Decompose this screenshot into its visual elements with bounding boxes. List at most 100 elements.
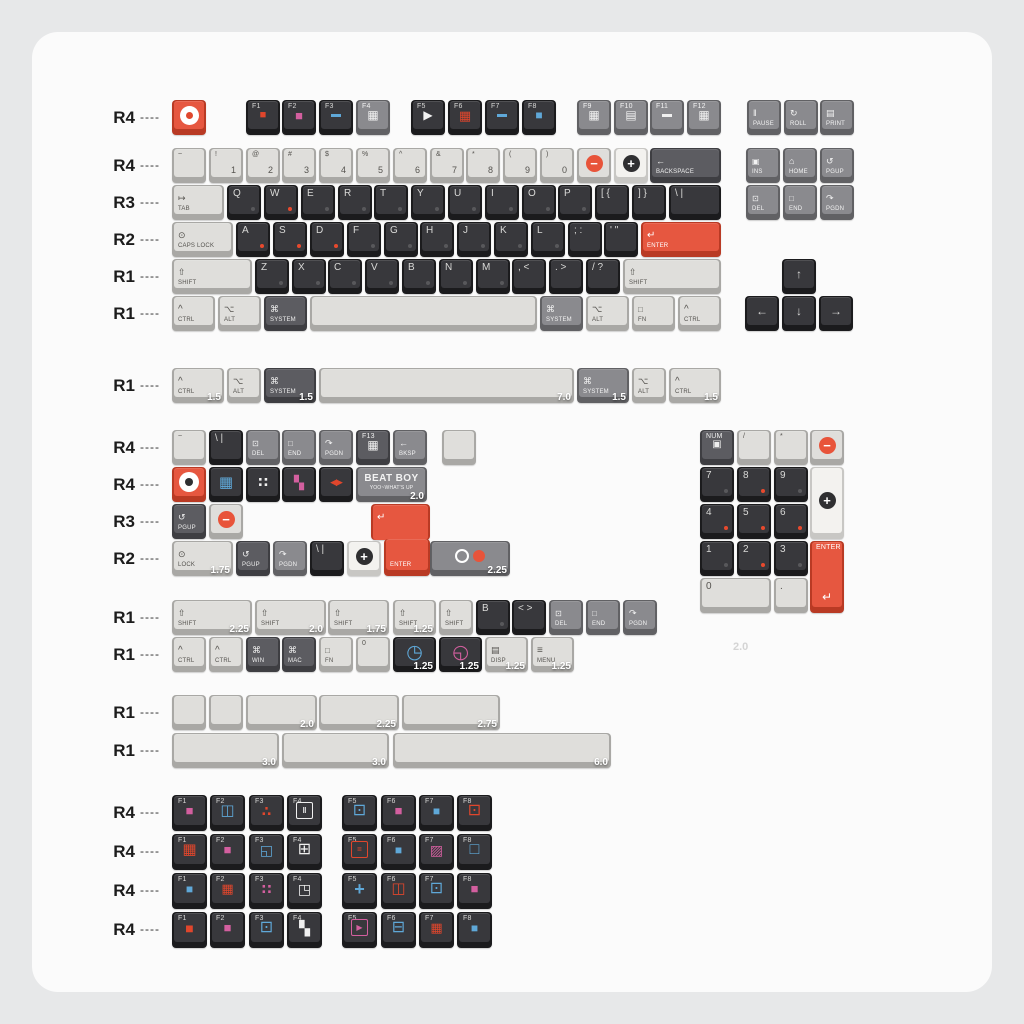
keycap-top: /: [739, 431, 769, 459]
key-print: ▤ PRINT: [820, 100, 854, 135]
nv-eq-red-icon: =: [344, 835, 375, 864]
keycap-top: 4: [702, 505, 732, 533]
circle-badge: +: [622, 154, 640, 172]
keycap-top: ↷ PGDN: [625, 601, 655, 629]
key-5: % 5: [356, 148, 390, 183]
size-tag: 1.75: [366, 624, 386, 635]
key-f13: F13 ▦: [356, 430, 390, 465]
keycap-top: ↑: [784, 260, 814, 288]
key-space-7: 7.0: [319, 368, 574, 403]
key-legend: SYSTEM: [270, 317, 296, 323]
keycap-top: ▦: [211, 468, 241, 496]
key-np-plus: +: [810, 467, 844, 539]
key-legend: F: [353, 225, 360, 236]
left-glyph: ←: [756, 304, 768, 318]
key-q: Q: [227, 185, 261, 220]
key-legend: ROLL: [790, 121, 807, 127]
keycap-top: □ END: [785, 186, 815, 214]
key-np-slash: /: [737, 430, 771, 465]
key-f5: F5 ▶: [411, 100, 445, 135]
shift-ic-icon: ⇧: [178, 262, 186, 280]
key-d: D: [310, 222, 344, 257]
keycap-top: K: [496, 223, 526, 251]
knob-pink-glyph: ◵: [452, 641, 469, 663]
key-legend: HOME: [789, 169, 808, 175]
keycap-top: D: [312, 223, 342, 251]
sys-ic-glyph: ⌘: [583, 376, 592, 386]
knob-blue-glyph: ◷: [406, 641, 423, 663]
key-legend: CTRL: [178, 389, 195, 395]
keycap-top: ⊡ DEL: [551, 601, 581, 629]
keycap-top: X: [294, 260, 324, 288]
dash-white-icon: ▬: [652, 101, 682, 129]
key-np-star: *: [774, 430, 808, 465]
shift-ic-glyph: ⇧: [178, 608, 186, 618]
keycap-top: S: [275, 223, 305, 251]
keycap-top: Z: [257, 260, 287, 288]
key-backslash-2: \ |: [209, 430, 243, 465]
key-beat-boy: BEAT BOY YOO~WHAT'S UP 2.0: [356, 467, 427, 502]
key-legend: K: [500, 225, 507, 236]
key-legend: 9: [780, 470, 786, 481]
pgup-icon: ↺: [826, 151, 834, 169]
key-space-60: 6.0: [393, 733, 611, 768]
grid-red-glyph: ▦: [430, 920, 443, 935]
num-ic-icon: ▣: [702, 431, 732, 459]
key-legend: @: [252, 151, 260, 158]
keycap-top: ⊙ LOCK: [174, 542, 231, 570]
row-label-dashes: ----: [140, 158, 160, 172]
key-ctrl-15-l: ^ CTRL 1.5: [172, 368, 224, 403]
nv-gridbox-white-glyph: ⊞: [297, 840, 312, 858]
dash-blue-glyph: ▬: [331, 109, 341, 120]
keycap-top: F3 ∷: [251, 874, 282, 903]
key-f9: F9 ▦: [577, 100, 611, 135]
keycap-top: F7 ▨: [421, 835, 452, 864]
row-label-text: R1: [113, 267, 136, 286]
ctrl-ic-icon: ^: [684, 299, 689, 317]
key-w: W: [264, 185, 298, 220]
keycap-top: ∷: [248, 468, 278, 496]
nv-checker-red-icon: ▦: [174, 835, 205, 864]
row-label-dashes: ----: [140, 440, 160, 454]
sq-blue-glyph: ■: [394, 842, 403, 857]
badge-minus-icon: −: [211, 505, 241, 533]
key-semicolon: ; :: [568, 222, 602, 257]
key-fn-2: □ FN: [319, 637, 353, 672]
keycap-top: B: [478, 601, 508, 629]
nv-barbox-red-glyph: ◫: [391, 880, 406, 897]
keycap-top: ↺ PGUP: [174, 505, 204, 533]
del-ic-icon: ⊡: [252, 433, 259, 451]
blob-pink-glyph: ■: [223, 920, 232, 935]
end-ic-icon: □: [789, 188, 794, 206]
key-pgdn-4: ↷ PGDN: [273, 541, 307, 576]
key-legend: 2: [743, 544, 749, 555]
key-l: L: [531, 222, 565, 257]
keycap-top: −: [579, 149, 609, 177]
sq-red-sm-glyph: ■: [259, 108, 267, 121]
roll-icon: ↻: [790, 103, 798, 121]
key-np-dot: .: [774, 578, 808, 613]
keycap-top: F2 ■: [212, 835, 243, 864]
key-novelty-bowtie: ◀▶: [319, 467, 353, 502]
key-b-2: B: [476, 600, 510, 635]
keycap-top: ~: [174, 149, 204, 177]
key-legend: SHIFT: [629, 280, 648, 286]
key-down: ↓: [782, 296, 816, 331]
keycap-top: ⌘ SYSTEM: [579, 369, 627, 397]
keycap-top: [174, 468, 204, 496]
nv-boxdot-red-glyph: ⊡: [467, 801, 482, 819]
nv-blob-red-icon: ■: [174, 913, 205, 942]
keycap-top: NUM ▣: [702, 431, 732, 459]
badge-plus-icon: +: [616, 149, 646, 177]
size-tag: 2.75: [477, 719, 497, 730]
keycap-top: \ |: [211, 431, 241, 459]
keycap-top: 0: [702, 579, 769, 607]
key-legend: ENTER: [816, 544, 841, 551]
key-nv4-f6: F6 ⊟: [381, 912, 416, 948]
key-legend: F6: [387, 915, 396, 922]
key-zero-novelty: 0: [356, 637, 390, 672]
badge-plus-icon: +: [349, 542, 379, 570]
key-legend: *: [780, 433, 783, 440]
dash-blue-icon: ▬: [321, 101, 351, 129]
key-f: F: [347, 222, 381, 257]
